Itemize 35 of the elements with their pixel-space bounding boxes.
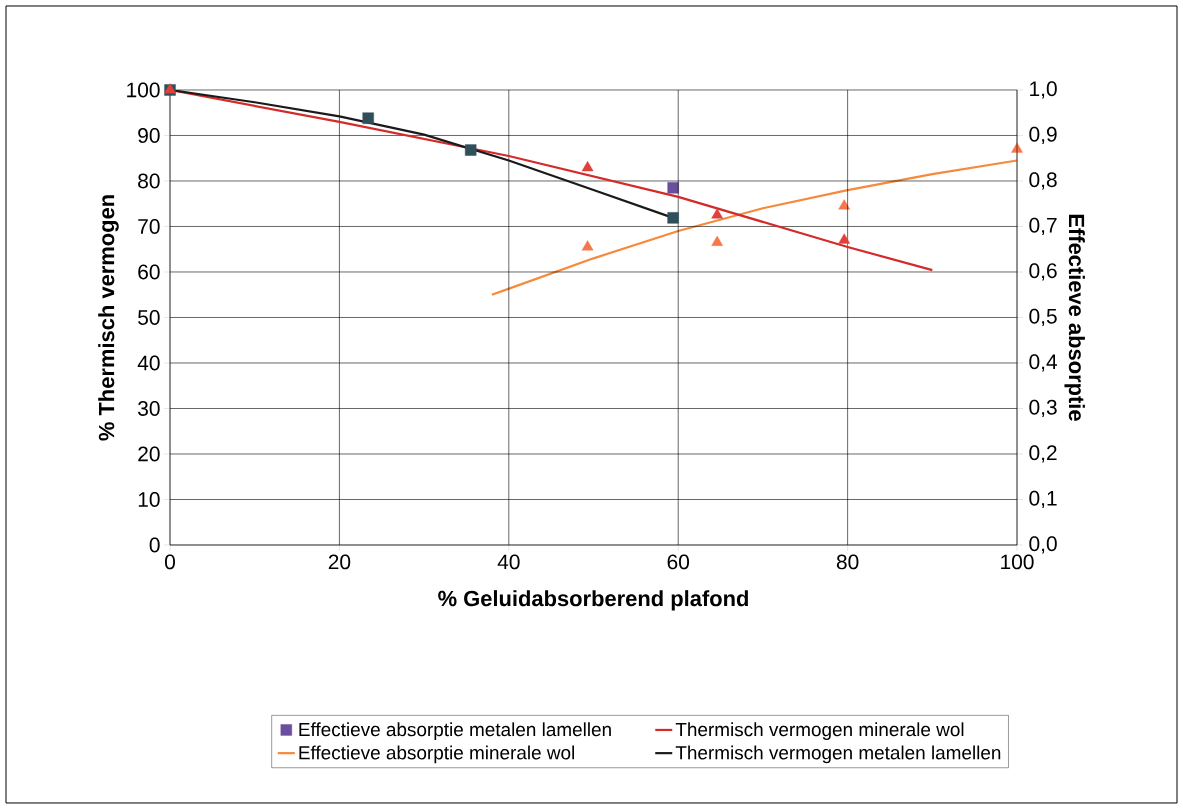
y-tick-label: 80	[138, 173, 160, 189]
x-tick-label: 80	[836, 554, 859, 570]
y-tick-label: 90	[138, 128, 160, 143]
legend-label: Effectieve absorptie metalen lamellen	[299, 722, 611, 740]
x-tick-label: 20	[328, 554, 351, 570]
y2-axis-title: Effectieve absorptie	[1064, 214, 1085, 421]
y-tick-label: 100	[127, 82, 160, 98]
y2-tick-label: 0,6	[1029, 263, 1057, 281]
x-tick-label: 100	[1001, 554, 1034, 570]
x-axis-title: % Geluidabsorberend plafond	[438, 590, 748, 611]
y2-tick-label: 0,2	[1029, 445, 1057, 463]
y-tick-label: 30	[138, 401, 160, 416]
y-tick-label: 10	[138, 492, 160, 507]
legend-label: Effectieve absorptie minerale wol	[299, 745, 574, 764]
y-tick-label: 70	[138, 219, 160, 234]
legend-label: Thermisch vermogen minerale wol	[675, 722, 964, 740]
y2-tick-label: 0,1	[1029, 490, 1057, 509]
y2-tick-label: 0,8	[1029, 172, 1057, 190]
x-tick-label: 60	[667, 554, 690, 570]
x-tick-label: 0	[165, 554, 175, 570]
y2-tick-label: 0,7	[1029, 217, 1057, 236]
y-tick-label: 0	[149, 537, 160, 553]
y2-tick-label: 0,0	[1029, 536, 1057, 554]
y-tick-label: 40	[137, 355, 160, 371]
legend-label: Thermisch vermogen metalen lamellen	[675, 745, 1001, 764]
y2-tick-label: 0,5	[1029, 308, 1057, 327]
y2-tick-label: 1,0	[1030, 81, 1057, 99]
y-tick-label: 50	[138, 310, 160, 325]
y2-tick-label: 0,4	[1029, 354, 1057, 372]
x-tick-label: 40	[497, 554, 520, 570]
y2-tick-label: 0,3	[1029, 399, 1057, 418]
y-tick-label: 60	[138, 264, 160, 280]
y2-tick-label: 0,9	[1029, 126, 1057, 145]
y-tick-label: 20	[138, 446, 160, 462]
y-axis-title: % Thermisch vermogen	[98, 195, 119, 441]
